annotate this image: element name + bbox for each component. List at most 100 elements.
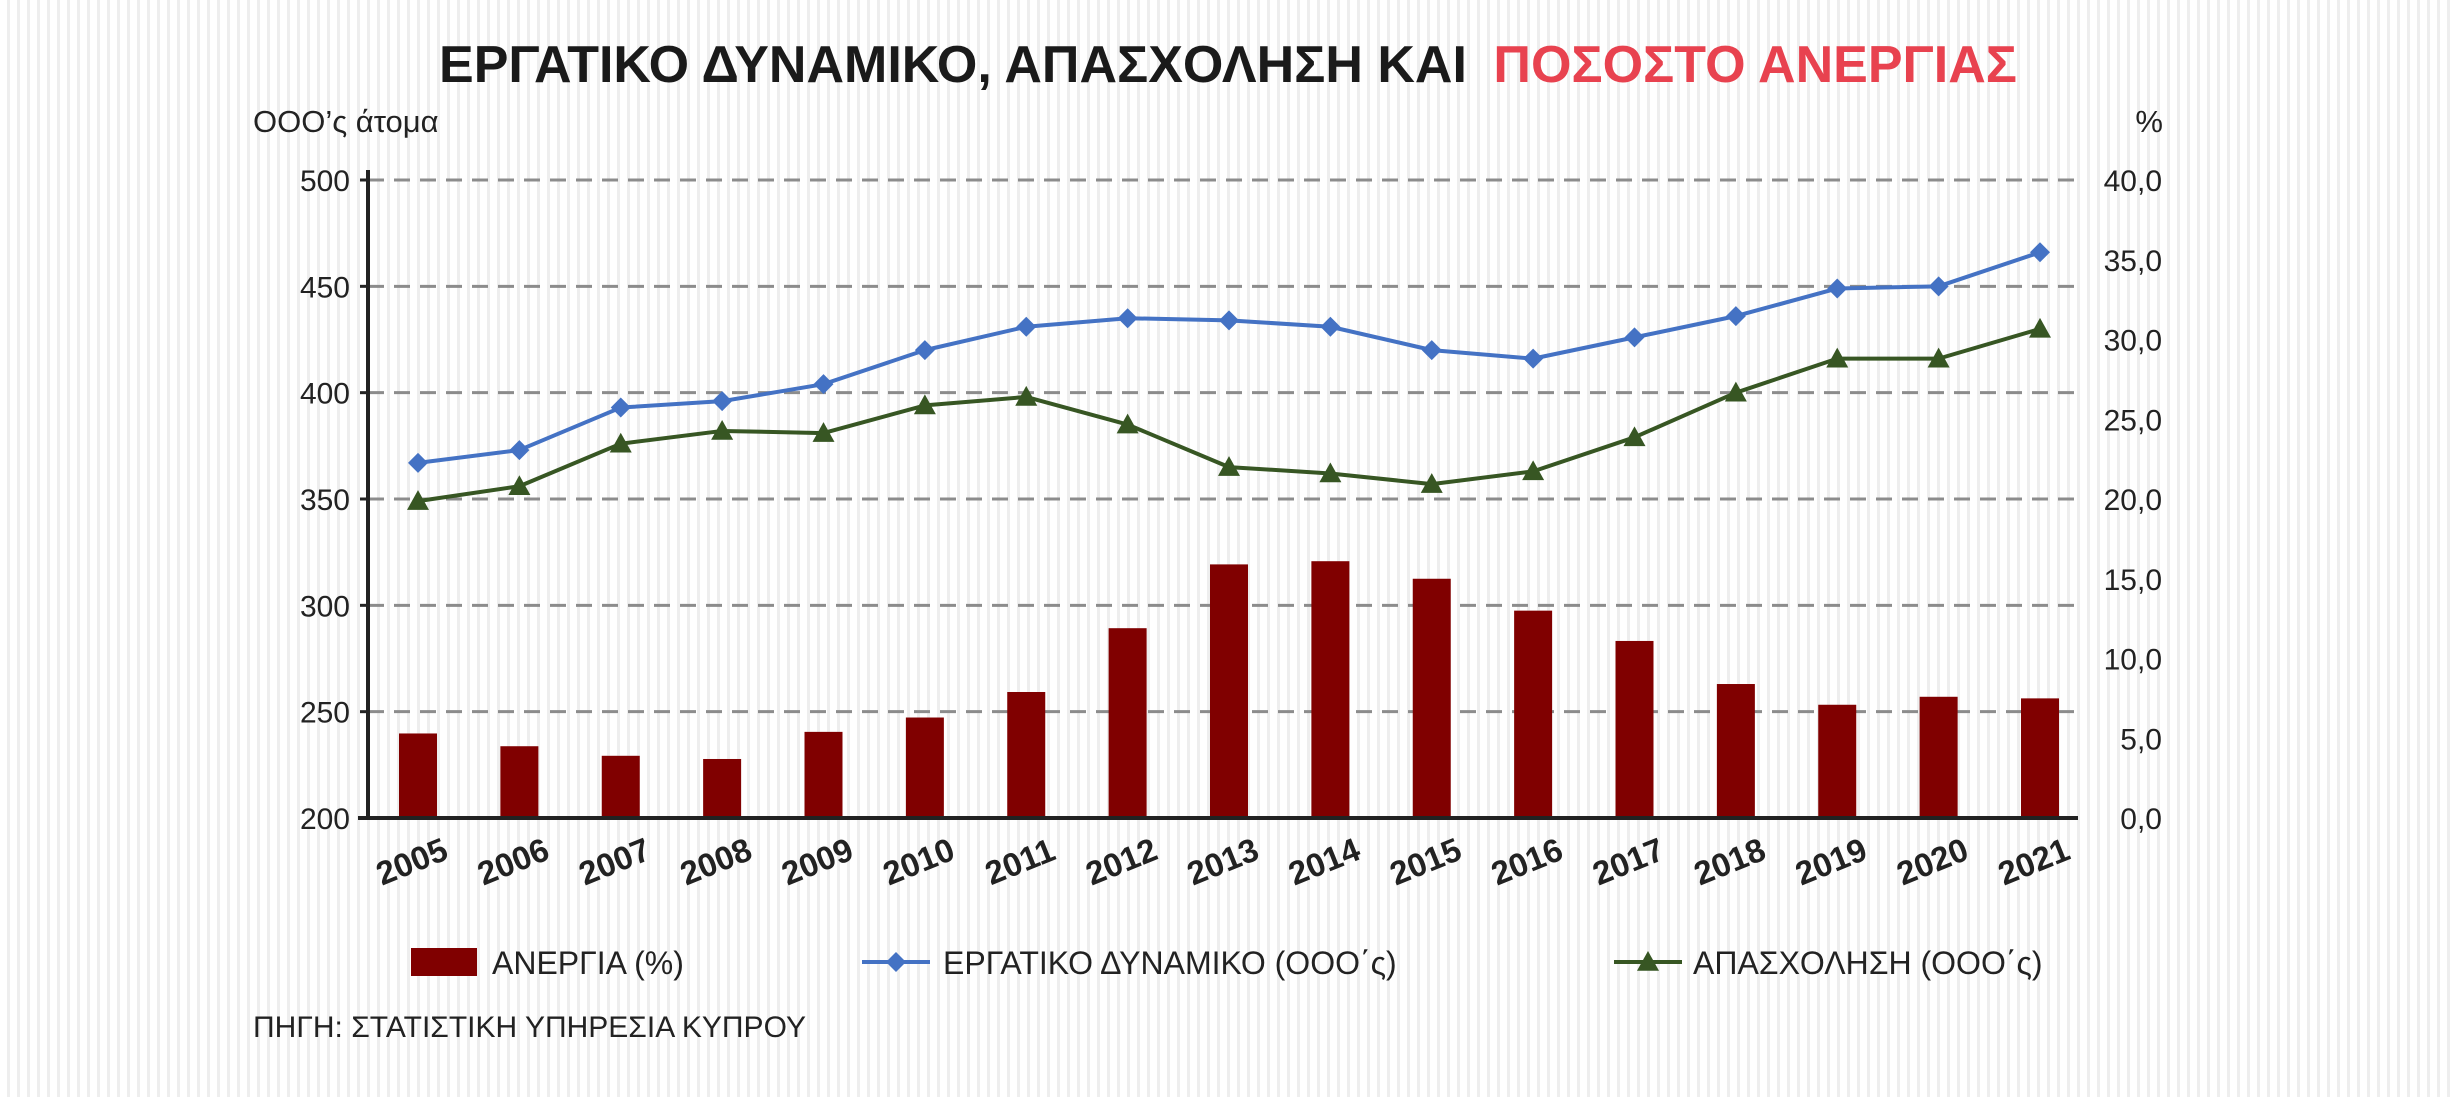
right-tick-label: 25,0: [2104, 404, 2162, 437]
marker-diamond: [2030, 242, 2050, 263]
legend-label-employment: ΑΠΑΣΧΟΛΗΣΗ (ΟΟΟ΄ς): [1693, 945, 2043, 981]
bar-unemployment: [500, 746, 539, 818]
left-tick-label: 450: [300, 271, 350, 304]
x-tick-label: 2020: [1891, 830, 1973, 892]
marker-triangle: [1623, 426, 1646, 447]
x-tick-label: 2021: [1993, 830, 2075, 892]
bar-unemployment: [1108, 628, 1147, 818]
series-line: [417, 250, 2041, 465]
source-note: ΠΗΓΗ: ΣΤΑΤΙΣΤΙΚΗ ΥΠΗΡΕΣΙΑ ΚΥΠΡΟΥ: [253, 1011, 806, 1044]
marker-diamond: [914, 340, 935, 361]
x-tick-label: 2013: [1182, 830, 1264, 892]
marker-triangle: [1420, 473, 1443, 493]
bar-unemployment: [1412, 578, 1451, 818]
bar-unemployment: [1919, 696, 1958, 818]
marker-triangle: [609, 432, 632, 453]
bar-unemployment: [1818, 704, 1857, 818]
bar-unemployment: [2021, 698, 2059, 818]
x-tick-label: 2015: [1384, 830, 1466, 892]
marker-triangle: [1116, 413, 1139, 434]
x-tick-label: 2008: [675, 830, 757, 892]
x-tick-label: 2007: [573, 830, 655, 892]
x-tick-label: 2006: [472, 830, 554, 892]
x-tick-label: 2019: [1790, 830, 1872, 892]
marker-triangle: [1724, 381, 1747, 402]
legend: ΑΝΕΡΓΙΑ (%) ΕΡΓΑΤΙΚΟ ΔΥΝΑΜΙΚΟ (ΟΟΟ΄ς) ΑΠΑΣ…: [411, 945, 2043, 981]
right-tick-label: 15,0: [2104, 564, 2162, 597]
marker-triangle: [913, 394, 936, 415]
bar-unemployment: [703, 758, 742, 818]
x-tick-label: 2009: [776, 830, 858, 892]
bar-unemployment: [399, 733, 437, 818]
left-tick-label: 200: [300, 803, 350, 836]
x-tick-label: 2010: [878, 830, 960, 892]
x-tick-label: 2014: [1283, 830, 1366, 892]
right-axis-unit: %: [2135, 104, 2163, 139]
bar-unemployment: [804, 731, 843, 818]
marker-diamond: [1421, 340, 1442, 361]
chart-title-part2: ΠΟΣΟΣΤΟ ΑΝΕΡΓΙΑΣ: [1493, 36, 2017, 94]
marker-triangle: [1015, 385, 1038, 406]
marker-triangle: [508, 475, 531, 496]
marker-diamond: [1320, 316, 1341, 337]
marker-diamond: [886, 952, 906, 972]
chart-title: ΕΡΓΑΤΙΚΟ ΔΥΝΑΜΙΚΟ, ΑΠΑΣΧΟΛΗΣΗ ΚΑΙ ΠΟΣΟΣΤ…: [439, 36, 2017, 94]
legend-label-unemployment: ΑΝΕΡΓΙΑ (%): [492, 945, 684, 981]
legend-swatch-bar: [411, 948, 477, 976]
marker-triangle: [1522, 460, 1545, 481]
x-tick-label: 2018: [1689, 830, 1771, 892]
bar-unemployment: [905, 717, 944, 818]
marker-diamond: [813, 374, 834, 395]
right-tick-label: 35,0: [2104, 245, 2162, 278]
series-lines: [407, 242, 2051, 510]
marker-diamond: [509, 440, 530, 461]
bar-unemployment: [1311, 561, 1350, 818]
chart-title-part1: ΕΡΓΑΤΙΚΟ ΔΥΝΑΜΙΚΟ, ΑΠΑΣΧΟΛΗΣΗ ΚΑΙ: [439, 36, 1467, 94]
left-axis-unit: ΟΟΟ’ς άτομα: [253, 104, 439, 139]
x-axis-ticks: 2005 2006 2007 2008 2009 2010 2011 2012 2013 2014…: [371, 830, 2075, 892]
bar-unemployment: [1007, 691, 1046, 818]
marker-diamond: [1117, 308, 1138, 329]
marker-diamond: [1624, 327, 1645, 348]
marker-triangle: [1927, 347, 1950, 368]
marker-diamond: [1523, 348, 1544, 369]
x-tick-label: 2017: [1587, 830, 1669, 892]
right-tick-label: 40,0: [2104, 165, 2162, 198]
left-axis-ticks: 500 450 400 350 300 250 200: [300, 165, 350, 836]
x-tick-label: 2012: [1080, 830, 1162, 892]
unemployment-bars: [399, 561, 2059, 818]
right-tick-label: 5,0: [2120, 723, 2162, 756]
marker-triangle: [1319, 462, 1342, 483]
marker-triangle: [407, 490, 429, 510]
marker-diamond: [610, 397, 631, 418]
bar-unemployment: [1615, 640, 1654, 818]
bar-unemployment: [1716, 684, 1755, 818]
bar-unemployment: [601, 755, 640, 818]
right-tick-label: 30,0: [2104, 325, 2162, 358]
marker-diamond: [1016, 316, 1037, 337]
x-tick-label: 2011: [980, 831, 1060, 892]
right-tick-label: 20,0: [2104, 484, 2162, 517]
left-tick-label: 350: [300, 484, 350, 517]
marker-triangle: [812, 422, 835, 442]
marker-diamond: [1827, 278, 1848, 299]
right-tick-label: 10,0: [2104, 644, 2162, 677]
x-tick-label: 2016: [1486, 830, 1568, 892]
x-tick-label: 2005: [371, 830, 453, 892]
marker-diamond: [1928, 276, 1949, 297]
marker-triangle: [711, 419, 734, 440]
bar-unemployment: [1514, 610, 1553, 818]
marker-triangle: [1637, 951, 1659, 971]
legend-label-labor: ΕΡΓΑΤΙΚΟ ΔΥΝΑΜΙΚΟ (ΟΟΟ΄ς): [943, 945, 1397, 981]
marker-triangle: [1218, 456, 1240, 476]
marker-triangle: [1826, 347, 1849, 368]
marker-diamond: [1219, 310, 1239, 331]
bar-unemployment: [1210, 564, 1248, 818]
marker-triangle: [2029, 317, 2051, 338]
left-tick-label: 300: [300, 590, 350, 623]
right-axis-ticks: 40,0 35,0 30,0 25,0 20,0 15,0 10,0 5,0 0,0: [2104, 165, 2162, 836]
right-tick-label: 0,0: [2120, 803, 2162, 836]
left-tick-label: 250: [300, 697, 350, 730]
axes: [358, 170, 2078, 820]
